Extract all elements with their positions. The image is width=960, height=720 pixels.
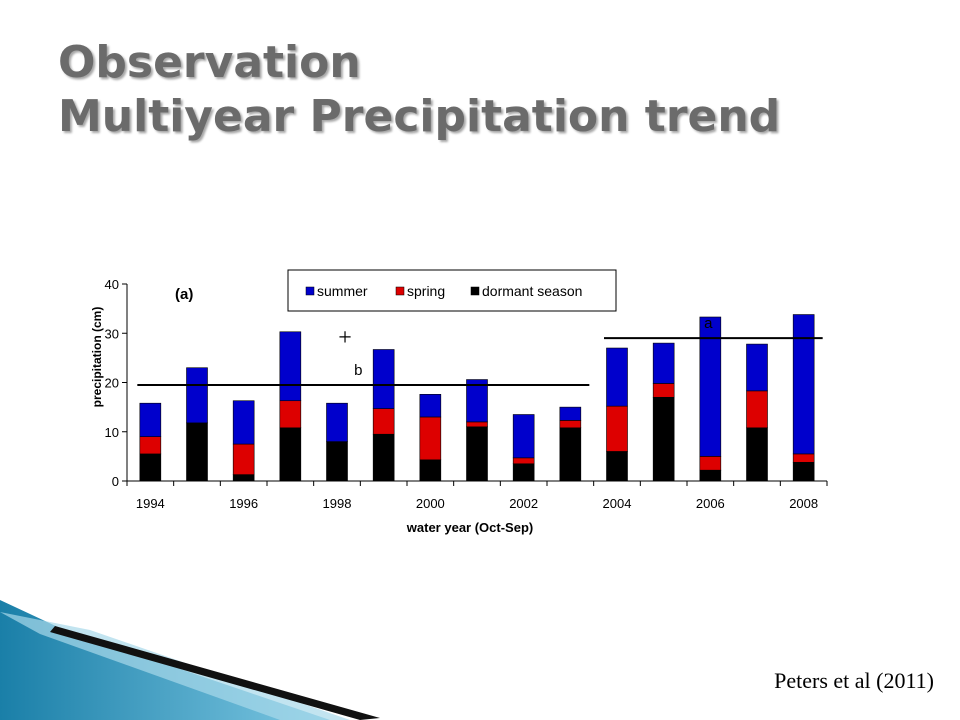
legend-swatch-dormant-season bbox=[470, 286, 480, 296]
legend-swatch-spring bbox=[395, 286, 405, 296]
chart-annotations: b a + bbox=[137, 315, 823, 386]
bar-2004-summer bbox=[606, 347, 628, 407]
bar-2006-summer bbox=[699, 316, 722, 457]
x-tick-label-1998: 1998 bbox=[323, 496, 352, 511]
bar-1995-summer bbox=[186, 367, 208, 424]
bar-2008-summer bbox=[792, 314, 815, 455]
legend-box bbox=[287, 269, 617, 312]
x-tick-label-2008: 2008 bbox=[789, 496, 818, 511]
bar-2000-summer bbox=[419, 394, 442, 418]
chart-axes: 0 10 20 30 40 1994 1996 1998 2000 2002 2004 2006 200… bbox=[105, 277, 828, 511]
annotation-plus: + bbox=[338, 325, 352, 351]
chart-legend: summer spring dormant season bbox=[287, 269, 617, 312]
y-tick-label-40: 40 bbox=[105, 277, 119, 292]
bar-1997-summer bbox=[279, 331, 302, 402]
x-tick-label-2002: 2002 bbox=[509, 496, 538, 511]
y-axis-title: precipitation (cm) bbox=[90, 307, 104, 408]
bar-2003-summer bbox=[559, 406, 582, 421]
title-line-1: Observation bbox=[58, 37, 361, 88]
panel-label: (a) bbox=[175, 286, 193, 303]
bar-2005-summer bbox=[652, 342, 675, 384]
legend-swatch-summer bbox=[305, 286, 315, 296]
y-tick-label-20: 20 bbox=[105, 376, 119, 391]
legend-label-summer: summer bbox=[317, 283, 368, 299]
citation: Peters et al (2011) bbox=[774, 668, 934, 693]
x-tick-label-2006: 2006 bbox=[696, 496, 725, 511]
slide-title: Observation Multiyear Precipitation tren… bbox=[58, 36, 938, 144]
chart-bars bbox=[139, 314, 815, 482]
x-tick-label-1994: 1994 bbox=[136, 496, 165, 511]
bar-1998-summer bbox=[326, 402, 348, 442]
legend-label-dormant-season: dormant season bbox=[482, 283, 582, 299]
bar-1999-summer bbox=[372, 349, 395, 409]
bar-1994-summer bbox=[139, 402, 162, 437]
x-tick-label-1996: 1996 bbox=[229, 496, 258, 511]
bar-2001-summer bbox=[466, 379, 488, 423]
bar-2007-summer bbox=[746, 343, 768, 392]
bar-1996-summer bbox=[232, 400, 255, 445]
x-axis-title: water year (Oct-Sep) bbox=[406, 520, 533, 535]
legend-label-spring: spring bbox=[407, 283, 445, 299]
bar-2002-summer bbox=[512, 414, 535, 459]
title-line-2: Multiyear Precipitation trend bbox=[58, 91, 781, 142]
x-tick-label-2000: 2000 bbox=[416, 496, 445, 511]
x-tick-label-2004: 2004 bbox=[603, 496, 632, 511]
y-tick-label-30: 30 bbox=[105, 326, 119, 341]
y-tick-label-10: 10 bbox=[105, 425, 119, 440]
group-label-a: a bbox=[704, 315, 713, 332]
y-tick-label-0: 0 bbox=[112, 474, 119, 489]
group-label-b: b bbox=[354, 362, 362, 379]
